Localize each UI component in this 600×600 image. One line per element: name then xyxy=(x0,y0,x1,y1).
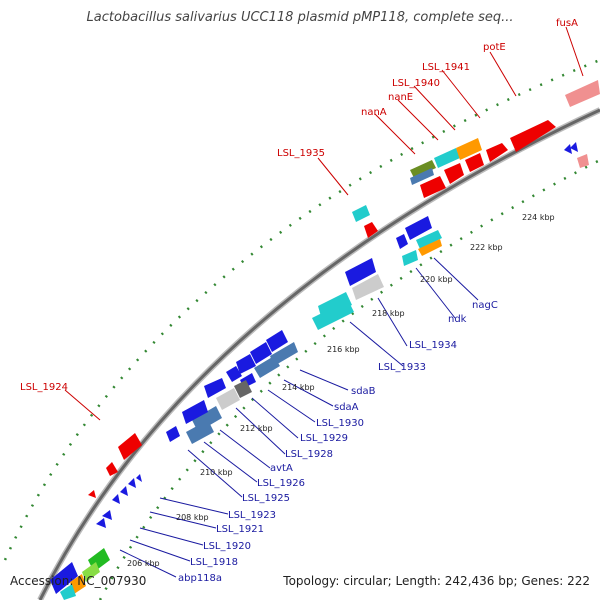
gene-blue-b[interactable] xyxy=(396,234,408,249)
kbp-tick-label: 212 kbp xyxy=(240,424,273,433)
gene-label-ndk[interactable]: ndk xyxy=(448,314,467,325)
gene-blue-c[interactable] xyxy=(312,300,354,330)
kbp-tick-label: 214 kbp xyxy=(282,383,315,392)
gene-cyan-LSL_1935[interactable] xyxy=(352,205,370,222)
gene-sdaB[interactable] xyxy=(270,342,298,366)
gene-nanA[interactable] xyxy=(410,160,436,178)
gene-blue-q[interactable] xyxy=(136,474,142,482)
gene-label-fusA[interactable]: fusA xyxy=(556,18,578,29)
gene-label-LSL_1923[interactable]: LSL_1923 xyxy=(228,510,276,521)
gene-sdaA[interactable] xyxy=(254,356,280,378)
gene-label-LSL_1930[interactable]: LSL_1930 xyxy=(316,418,364,429)
gene-blue-g[interactable] xyxy=(226,366,242,382)
backbone-ring-shadow xyxy=(37,107,600,600)
gene-blue-j[interactable] xyxy=(182,400,208,424)
gene-label-potE[interactable]: potE xyxy=(483,42,506,53)
gene-label-LSL_1926[interactable]: LSL_1926 xyxy=(257,478,305,489)
gene-label-LSL_1928[interactable]: LSL_1928 xyxy=(285,449,333,460)
gene-orange-rev[interactable] xyxy=(418,239,442,256)
gene-red-4[interactable] xyxy=(420,176,446,198)
gene-cyan-bottom[interactable] xyxy=(60,584,76,600)
gene-blue-l[interactable] xyxy=(128,478,136,488)
gene-label-sdaB[interactable]: sdaB xyxy=(351,386,376,397)
gene-label-LSL_1924[interactable]: LSL_1924 xyxy=(20,382,68,393)
reverse-genes xyxy=(50,142,578,600)
kbp-tick-label: 210 kbp xyxy=(200,468,233,477)
kbp-tick-label: 206 kbp xyxy=(127,559,160,568)
kbp-tick-label: 216 kbp xyxy=(327,345,360,354)
gene-label-LSL_1921[interactable]: LSL_1921 xyxy=(216,524,264,535)
gene-red-small-2[interactable] xyxy=(88,490,96,498)
reverse-gene-labels: nagC ndk LSL_1934 LSL_1933 sdaB sdaA LSL… xyxy=(178,300,498,584)
gene-LSL_1935[interactable] xyxy=(364,222,378,238)
gene-ndk[interactable] xyxy=(402,250,418,266)
gene-label-avtA[interactable]: avtA xyxy=(270,463,293,474)
gene-red-small-1[interactable] xyxy=(106,462,118,476)
backbone-ring xyxy=(38,108,600,600)
gene-label-sdaA[interactable]: sdaA xyxy=(334,402,359,413)
gene-label-LSL_1934[interactable]: LSL_1934 xyxy=(409,340,457,351)
gene-label-nanA[interactable]: nanA xyxy=(361,107,387,118)
gene-label-LSL_1925[interactable]: LSL_1925 xyxy=(242,493,290,504)
gene-small-pink[interactable] xyxy=(577,154,589,168)
gene-blue-a[interactable] xyxy=(405,216,432,240)
gene-blue-r[interactable] xyxy=(570,142,578,152)
gene-cyan-1[interactable] xyxy=(434,148,460,168)
gene-blue-o[interactable] xyxy=(102,510,112,520)
forward-leaders xyxy=(64,26,584,421)
inner-dotted-arc xyxy=(98,158,600,600)
kbp-ticks: 206 kbp 208 kbp 210 kbp 212 kbp 214 kbp … xyxy=(127,213,555,568)
gene-blue-n[interactable] xyxy=(112,494,120,504)
gene-blue-s[interactable] xyxy=(564,144,572,154)
gene-red-1[interactable] xyxy=(486,143,508,162)
accession-label: Accession: NC_007930 xyxy=(10,574,147,588)
gene-LSL_1924[interactable] xyxy=(118,433,142,460)
forward-genes xyxy=(88,80,600,498)
gene-red-3[interactable] xyxy=(444,163,464,184)
gene-label-LSL_1918[interactable]: LSL_1918 xyxy=(190,557,238,568)
gene-blue-m[interactable] xyxy=(120,486,128,496)
map-title: Lactobacillus salivarius UCC118 plasmid … xyxy=(86,10,514,25)
kbp-tick-label: 218 kbp xyxy=(372,309,405,318)
gene-green-2[interactable] xyxy=(82,562,100,582)
gene-potE[interactable] xyxy=(510,120,556,152)
kbp-tick-label: 208 kbp xyxy=(176,513,209,522)
gene-blue-f[interactable] xyxy=(236,354,256,374)
gene-avtA[interactable] xyxy=(186,420,214,444)
gene-LSL_1930[interactable] xyxy=(234,380,252,398)
gene-nanE[interactable] xyxy=(410,168,434,185)
gene-grey-1934[interactable] xyxy=(352,274,384,300)
gene-label-nanE[interactable]: nanE xyxy=(388,92,413,103)
gene-blue-k[interactable] xyxy=(166,426,180,442)
kbp-tick-label: 224 kbp xyxy=(522,213,555,222)
gene-label-LSL_1940[interactable]: LSL_1940 xyxy=(392,78,440,89)
gene-label-LSL_1941[interactable]: LSL_1941 xyxy=(422,62,470,73)
gene-fusA[interactable] xyxy=(565,80,600,107)
gene-label-LSL_1929[interactable]: LSL_1929 xyxy=(300,433,348,444)
reverse-leaders xyxy=(119,257,479,578)
gene-label-LSL_1920[interactable]: LSL_1920 xyxy=(203,541,251,552)
topology-summary: Topology: circular; Length: 242,436 bp; … xyxy=(283,574,590,588)
kbp-tick-label: 222 kbp xyxy=(470,243,503,252)
gene-orange-bottom[interactable] xyxy=(70,574,86,594)
gene-label-abp118a[interactable]: abp118a xyxy=(178,573,222,584)
gene-blue-p[interactable] xyxy=(96,518,106,528)
gene-blue-t[interactable] xyxy=(50,562,78,594)
gene-LSL_1941[interactable] xyxy=(456,138,482,160)
gene-blue-d[interactable] xyxy=(266,330,288,352)
gene-label-nagC[interactable]: nagC xyxy=(472,300,498,311)
gene-red-2[interactable] xyxy=(465,153,484,172)
gene-label-LSL_1935[interactable]: LSL_1935 xyxy=(277,148,325,159)
gene-label-LSL_1933[interactable]: LSL_1933 xyxy=(378,362,426,373)
gene-LSL_1929[interactable] xyxy=(216,388,240,410)
gene-blue-e[interactable] xyxy=(250,342,272,364)
forward-gene-labels: fusA potE LSL_1941 LSL_1940 nanE nanA LS… xyxy=(20,18,578,393)
kbp-tick-label: 220 kbp xyxy=(420,275,453,284)
gene-LSL_1934[interactable] xyxy=(345,258,376,286)
gene-nagC[interactable] xyxy=(416,230,442,249)
gene-blue-i[interactable] xyxy=(204,378,226,398)
